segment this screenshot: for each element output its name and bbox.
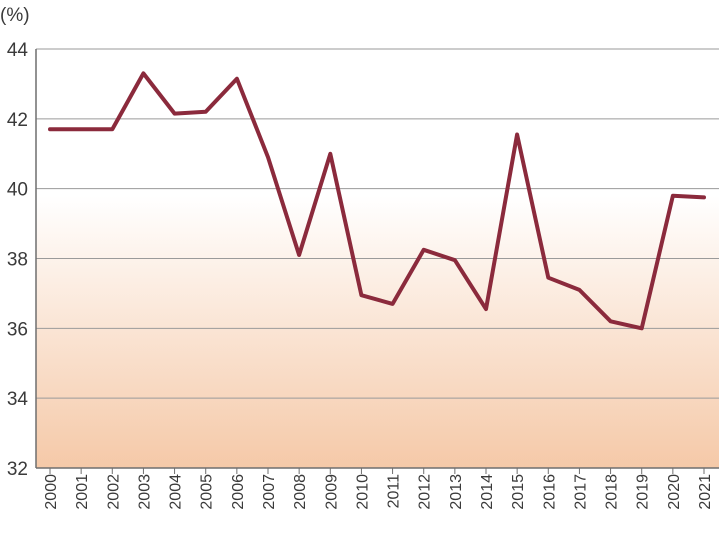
series-line-0 <box>48 71 706 331</box>
data-point <box>546 276 550 280</box>
data-point <box>266 155 270 159</box>
data-point <box>577 288 581 292</box>
x-tick-label: 2010 <box>354 474 371 510</box>
x-tick-label: 2001 <box>74 474 91 510</box>
data-point <box>702 195 706 199</box>
x-tick-label: 2000 <box>43 474 60 510</box>
x-tick-label: 2019 <box>635 474 652 510</box>
data-point <box>391 302 395 306</box>
data-point <box>141 71 145 75</box>
x-tick-label: 2013 <box>448 474 465 510</box>
x-tick-label: 2012 <box>417 474 434 510</box>
x-tick-label: 2017 <box>572 474 589 510</box>
data-point <box>235 77 239 81</box>
data-point <box>79 127 83 131</box>
x-tick-label: 2021 <box>697 474 714 510</box>
x-tick-label: 2006 <box>230 474 247 510</box>
data-point <box>328 152 332 156</box>
x-tick-label: 2015 <box>510 474 527 510</box>
x-tick-label: 2009 <box>323 474 340 510</box>
x-tick-label: 2005 <box>199 474 216 510</box>
y-tick-label: 44 <box>7 40 29 61</box>
y-tick-label: 36 <box>7 319 28 340</box>
data-point <box>453 258 457 262</box>
y-tick-label: 38 <box>7 250 28 271</box>
y-axis-unit-label: (%) <box>0 5 30 26</box>
y-tick-label: 34 <box>7 389 29 410</box>
x-tick-label: 2008 <box>292 474 309 510</box>
x-tick-label: 2002 <box>105 474 122 510</box>
data-point <box>515 133 519 137</box>
data-point <box>297 253 301 257</box>
data-point <box>640 326 644 330</box>
data-point <box>484 307 488 311</box>
x-tick-label: 2018 <box>604 474 621 510</box>
data-point <box>204 110 208 114</box>
x-tick-label: 2014 <box>479 474 496 510</box>
x-tick-label: 2011 <box>386 474 403 509</box>
data-point <box>609 319 613 323</box>
series-lines <box>48 71 706 331</box>
x-tick-label: 2003 <box>136 474 153 510</box>
watermark-text: 银行家杂志 <box>633 515 708 532</box>
axes <box>35 49 719 474</box>
data-point <box>110 127 114 131</box>
x-tick-label: 2007 <box>261 474 278 510</box>
y-tick-label: 32 <box>7 459 28 480</box>
x-tick-label: 2016 <box>541 474 558 510</box>
x-tick-labels: 2000 2001 2002 2003 2004 2005 2006 2007 2008 2009… <box>43 474 714 510</box>
y-tick-label: 42 <box>7 110 28 131</box>
data-point <box>359 293 363 297</box>
x-tick-label: 2004 <box>168 474 185 510</box>
y-tick-label: 40 <box>7 180 28 201</box>
gridlines <box>36 48 719 399</box>
y-tick-labels: 32 34 36 38 40 42 44 <box>7 40 29 480</box>
data-point <box>173 112 177 116</box>
data-point <box>422 248 426 252</box>
data-point <box>48 127 52 131</box>
x-tick-label: 2020 <box>666 474 683 510</box>
data-point <box>671 194 675 198</box>
